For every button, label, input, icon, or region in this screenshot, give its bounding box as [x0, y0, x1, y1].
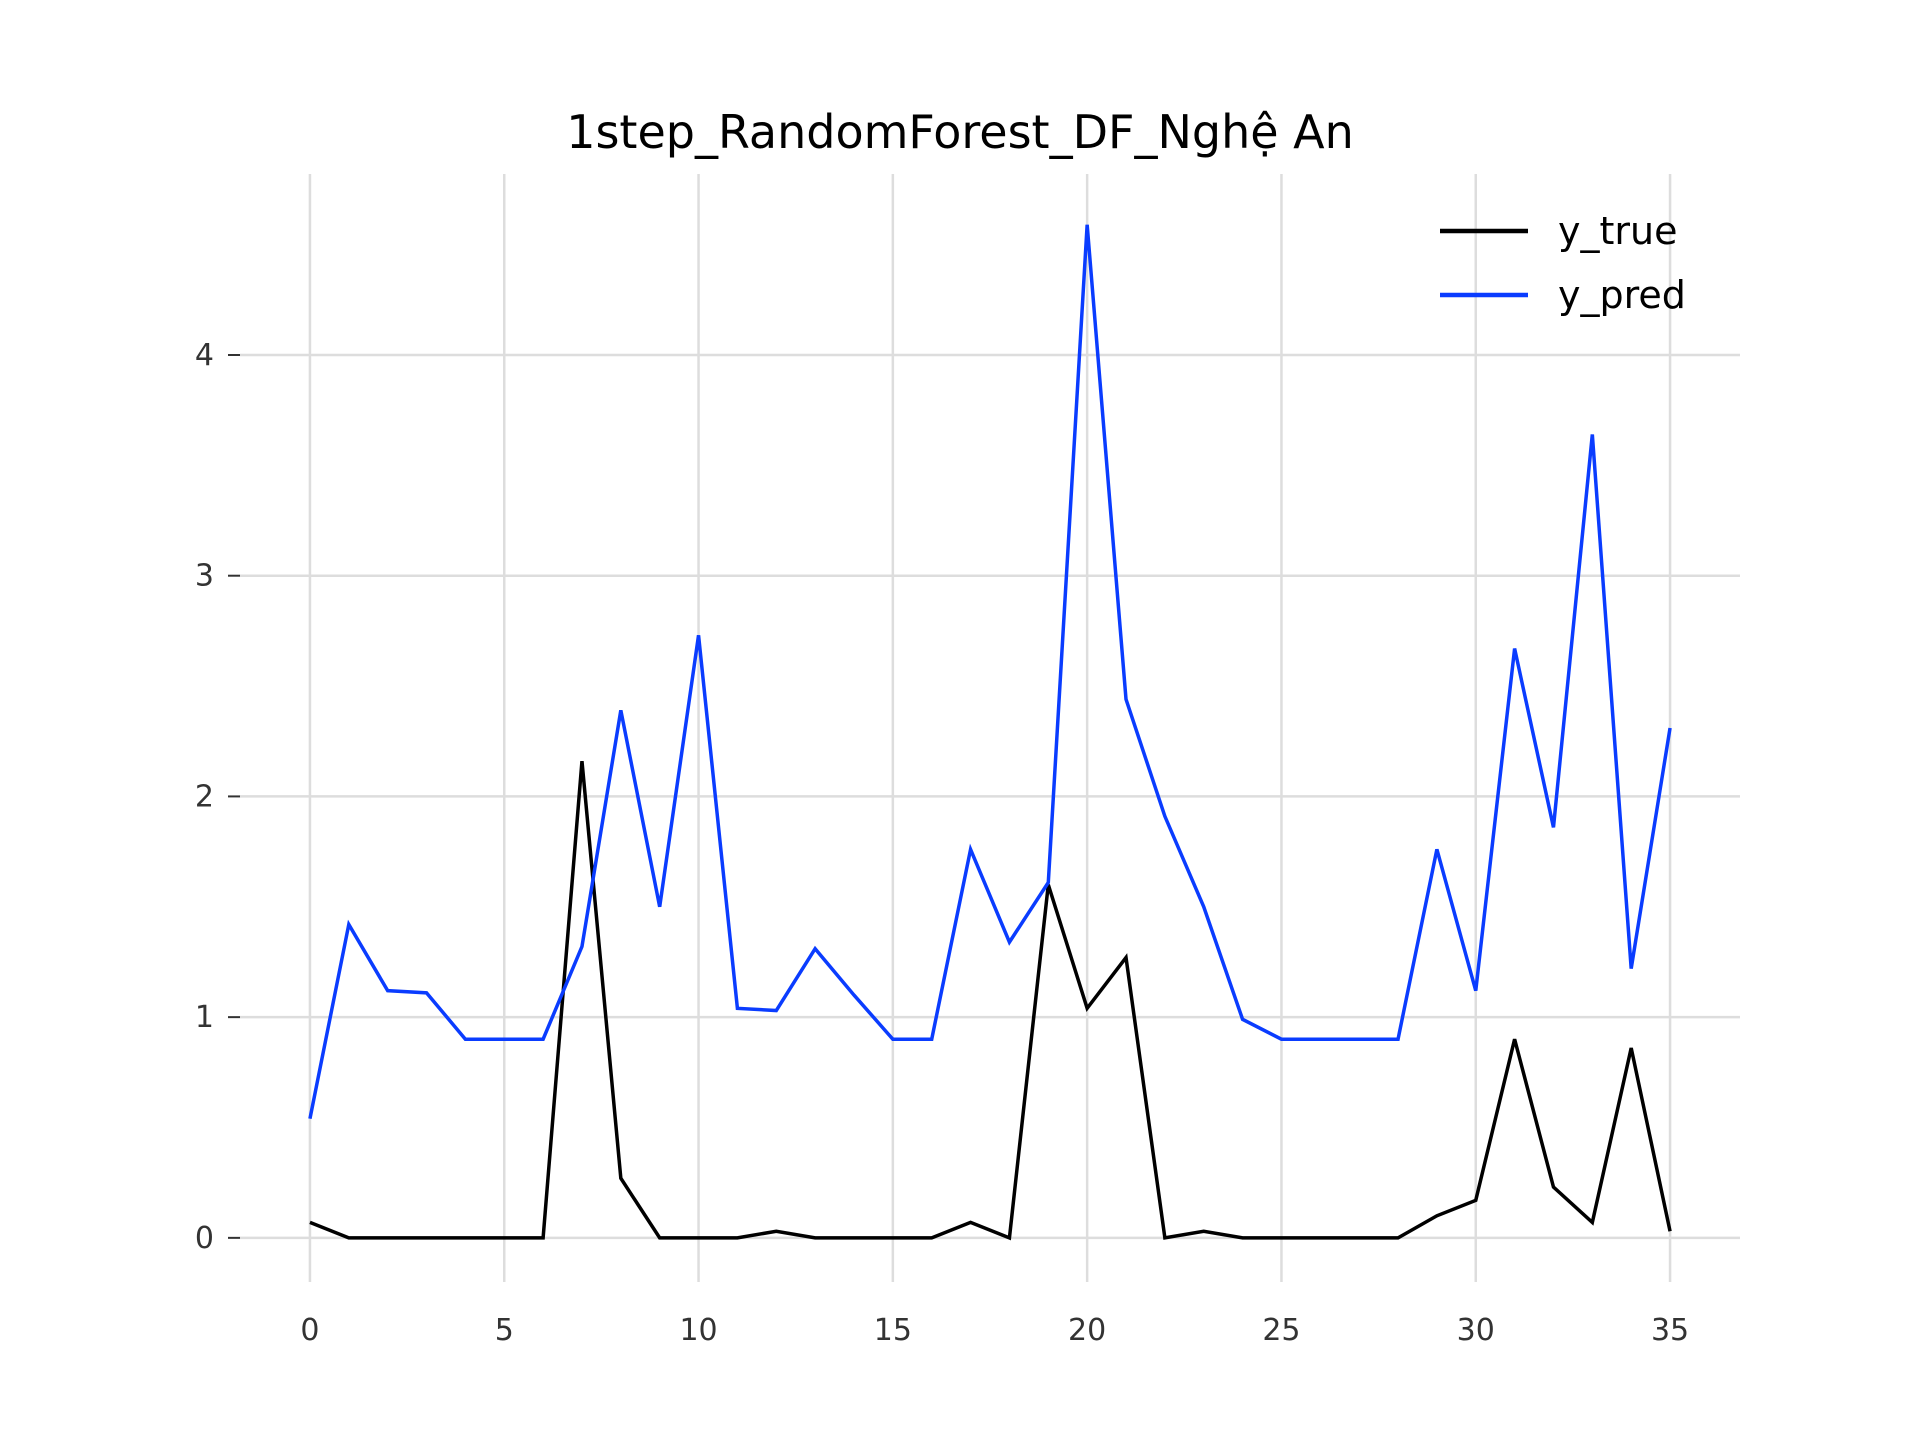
y-tick-label-0: 0: [195, 1221, 214, 1256]
y-tick-label-4: 4: [195, 338, 214, 373]
chart-title: 1step_RandomForest_DF_Nghệ An: [566, 105, 1354, 159]
x-tick-label-0: 0: [300, 1313, 319, 1348]
legend-label-y-true: y_true: [1558, 209, 1677, 253]
x-tick-label-35: 35: [1651, 1313, 1689, 1348]
series-layer: [308, 224, 1672, 1241]
x-tick-label-15: 15: [874, 1313, 912, 1348]
y-tick-label-2: 2: [195, 779, 214, 814]
y-tick-label-1: 1: [195, 1000, 214, 1035]
legend: y_true y_pred: [1440, 209, 1686, 317]
x-tick-label-30: 30: [1457, 1313, 1495, 1348]
series-line-y-true: [309, 760, 1672, 1241]
x-tick-label-25: 25: [1262, 1313, 1300, 1348]
y-gridlines: [240, 353, 1740, 1240]
y-axis-ticks: 0 1 2 3 4: [195, 338, 240, 1256]
x-axis-ticks: 0 5 10 15 20 25 30 35: [300, 1313, 1689, 1348]
x-tick-label-20: 20: [1068, 1313, 1106, 1348]
x-gridlines: [308, 174, 1672, 1282]
y-tick-label-3: 3: [195, 559, 214, 594]
x-tick-label-5: 5: [495, 1313, 514, 1348]
legend-label-y-pred: y_pred: [1558, 273, 1686, 317]
x-tick-label-10: 10: [679, 1313, 717, 1348]
series-line-y-pred: [308, 224, 1672, 1120]
